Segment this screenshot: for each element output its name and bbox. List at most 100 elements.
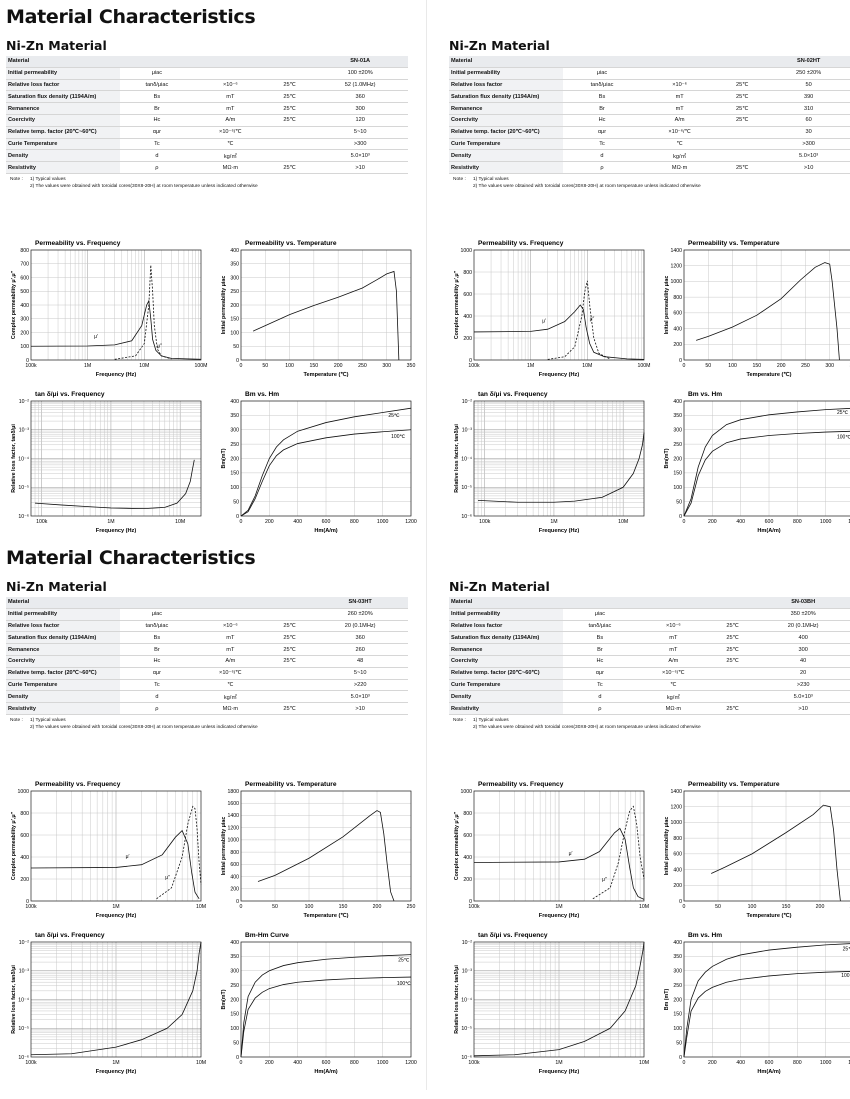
x-tick-label: 1M (84, 363, 91, 369)
y-tick-label: 300 (20, 317, 29, 323)
y-tick-label: 800 (673, 836, 682, 842)
spec-header-cell: Material (449, 56, 563, 67)
y-tick-label: 10⁻⁵ (461, 1026, 472, 1032)
spec-cell: 250 ±20% (766, 67, 850, 79)
y-tick-label: 10⁻³ (19, 969, 30, 975)
y-tick-label: 250 (230, 289, 239, 295)
x-tick-label: 1000 (377, 519, 389, 525)
spec-cell: Initial permeability (6, 67, 120, 79)
chart-grid (474, 942, 644, 1057)
x-tick-label: 200 (265, 1060, 274, 1066)
spec-cell: mT (194, 632, 267, 644)
y-tick-label: 150 (230, 1012, 239, 1018)
chart-svg: 0200400600800100012000501001502002503003… (662, 928, 850, 1077)
chart-annotation: μ′ (126, 854, 130, 860)
spec-cell: Density (449, 150, 563, 162)
spec-cell: Resistivity (449, 162, 563, 174)
spec-cell: 30 (766, 126, 850, 138)
spec-cell: μiac (563, 608, 637, 620)
x-tick-label: 50 (272, 904, 278, 910)
y-tick-label: 10⁻⁶ (461, 1055, 472, 1061)
spec-cell: Saturation flux density (1194A/m) (6, 91, 120, 103)
spec-cell: 25℃ (267, 103, 312, 115)
spec-cell: 25℃ (718, 91, 766, 103)
y-axis-label: Complex permeability μ′,μ″ (454, 811, 460, 880)
y-tick-label: 200 (230, 997, 239, 1003)
x-axis-label: Frequency (Hz) (539, 913, 580, 919)
x-tick-label: 300 (382, 363, 391, 369)
spec-header-cell: SN-02HT (766, 56, 850, 67)
spec-cell: 390 (766, 91, 850, 103)
x-tick-label: 250 (407, 904, 416, 910)
x-tick-label: 10M (639, 1060, 649, 1066)
y-tick-label: 300 (230, 275, 239, 281)
note-line: 1) Typical values (30, 717, 258, 724)
x-tick-label: 600 (765, 519, 774, 525)
chart-title: Permeability vs. Temperature (245, 240, 337, 247)
spec-table-row: Relative temp. factor (20℃~60℃)αμr×10⁻⁶/… (6, 126, 408, 138)
x-tick-label: 1M (550, 519, 557, 525)
y-tick-label: 1000 (670, 279, 682, 285)
spec-cell: >10 (312, 162, 408, 174)
spec-cell: 5.0×10³ (312, 691, 408, 703)
spec-cell: Saturation flux density (1194A/m) (449, 91, 563, 103)
x-tick-label: 1000 (820, 519, 832, 525)
chart-svg: 0501001502002503003500200400600800100012… (662, 236, 850, 380)
spec-cell: >220 (312, 679, 408, 691)
spec-cell (637, 608, 710, 620)
spec-cell: 310 (766, 103, 850, 115)
spec-cell: Br (120, 644, 194, 656)
y-tick-label: 200 (20, 330, 29, 336)
x-tick-label: 100k (25, 363, 37, 369)
x-axis-label: Hm(A/m) (757, 1069, 780, 1075)
y-axis-label: Initial permeability μiac (221, 817, 227, 876)
spec-header-cell (194, 597, 267, 608)
x-tick-label: 200 (708, 1060, 717, 1066)
y-tick-label: 10⁻⁶ (18, 514, 29, 520)
spec-cell: 25℃ (710, 703, 755, 715)
y-tick-label: 200 (230, 303, 239, 309)
y-tick-label: 10⁻² (19, 399, 30, 405)
y-tick-label: 400 (673, 326, 682, 332)
y-tick-label: 350 (673, 954, 682, 960)
y-axis-label: Initial permeability μiac (664, 276, 670, 335)
series-line (253, 271, 399, 360)
y-tick-label: 350 (230, 262, 239, 268)
y-tick-label: 100 (230, 1026, 239, 1032)
chart-annotation: μ″ (602, 877, 607, 883)
series-line (711, 805, 840, 901)
spec-cell: MΩ·m (637, 703, 710, 715)
y-tick-label: 600 (20, 275, 29, 281)
chart-annotation: μ″ (165, 875, 170, 881)
y-tick-label: 400 (230, 874, 239, 880)
y-tick-label: 500 (20, 289, 29, 295)
spec-cell: ×10⁻⁶/℃ (641, 126, 718, 138)
x-tick-label: 0 (683, 904, 686, 910)
y-axis-label: Complex permeability μ′,μ″ (11, 811, 17, 880)
x-tick-label: 1000 (820, 1060, 832, 1066)
spec-cell (710, 679, 755, 691)
y-tick-label: 1600 (227, 801, 239, 807)
x-tick-label: 800 (350, 1060, 359, 1066)
series-line (115, 265, 172, 359)
chart-title: Permeability vs. Frequency (478, 240, 564, 247)
spec-cell: Coercivity (449, 114, 563, 126)
spec-cell: 20 (0.1MHz) (312, 620, 408, 632)
y-tick-label: 0 (469, 899, 472, 905)
spec-cell: 25℃ (718, 79, 766, 91)
spec-header-cell (563, 597, 637, 608)
spec-cell (267, 679, 312, 691)
spec-cell: Tc (563, 138, 641, 150)
